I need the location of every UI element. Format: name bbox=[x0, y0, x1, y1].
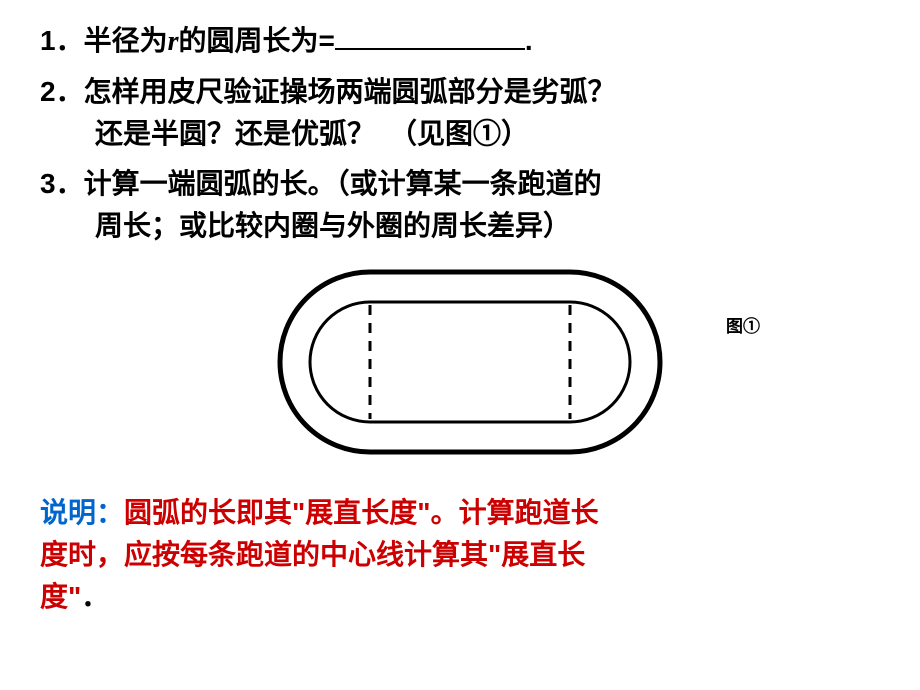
track-diagram: 图① bbox=[40, 257, 880, 487]
q1-line: 1． 半径为r的圆周长为=. bbox=[40, 20, 880, 63]
q2-number: 2． bbox=[40, 71, 84, 113]
explanation-text2: 度时，应按每条跑道的中心线计算其"展直长 bbox=[40, 539, 585, 570]
explanation-period: ． bbox=[81, 581, 109, 612]
q1-period: . bbox=[525, 25, 533, 56]
figure-label: 图① bbox=[726, 312, 760, 337]
q3-content1: 计算一端圆弧的长。（或计算某一条跑道的 bbox=[84, 163, 880, 205]
q1-content: 半径为r的圆周长为=. bbox=[84, 20, 880, 63]
q3-line2: 周长；或比较内圈与外圈的周长差异） bbox=[40, 205, 880, 247]
q1-prefix: 半径为 bbox=[84, 25, 168, 56]
q3-number: 3． bbox=[40, 163, 84, 205]
explanation-block: 说明：圆弧的长即其"展直长度"。计算跑道长 度时，应按每条跑道的中心线计算其"展… bbox=[40, 492, 880, 618]
explanation-text1: 圆弧的长即其"展直长度"。计算跑道长 bbox=[124, 497, 599, 528]
outer-track bbox=[280, 272, 660, 452]
explanation-text3: 度" bbox=[40, 581, 81, 612]
q2-content1: 怎样用皮尺验证操场两端圆弧部分是劣弧？ bbox=[84, 71, 880, 113]
inner-track bbox=[310, 302, 630, 422]
explanation-label: 说明： bbox=[40, 497, 124, 528]
track-svg bbox=[260, 257, 680, 467]
q3-content2: 周长；或比较内圈与外圈的周长差异） bbox=[95, 205, 880, 247]
q1-suffix: 的圆周长为= bbox=[179, 25, 335, 56]
q3-line1: 3． 计算一端圆弧的长。（或计算某一条跑道的 bbox=[40, 163, 880, 205]
question-2: 2． 怎样用皮尺验证操场两端圆弧部分是劣弧？ 还是半圆？还是优弧？ （见图①） bbox=[40, 71, 880, 155]
blank-line bbox=[335, 48, 525, 50]
q2-line1: 2． 怎样用皮尺验证操场两端圆弧部分是劣弧？ bbox=[40, 71, 880, 113]
q1-number: 1． bbox=[40, 20, 84, 63]
question-3: 3． 计算一端圆弧的长。（或计算某一条跑道的 周长；或比较内圈与外圈的周长差异） bbox=[40, 163, 880, 247]
question-1: 1． 半径为r的圆周长为=. bbox=[40, 20, 880, 63]
q2-line2: 还是半圆？还是优弧？ （见图①） bbox=[40, 113, 880, 155]
q2-content2: 还是半圆？还是优弧？ （见图①） bbox=[95, 113, 880, 155]
q1-variable: r bbox=[168, 26, 179, 57]
